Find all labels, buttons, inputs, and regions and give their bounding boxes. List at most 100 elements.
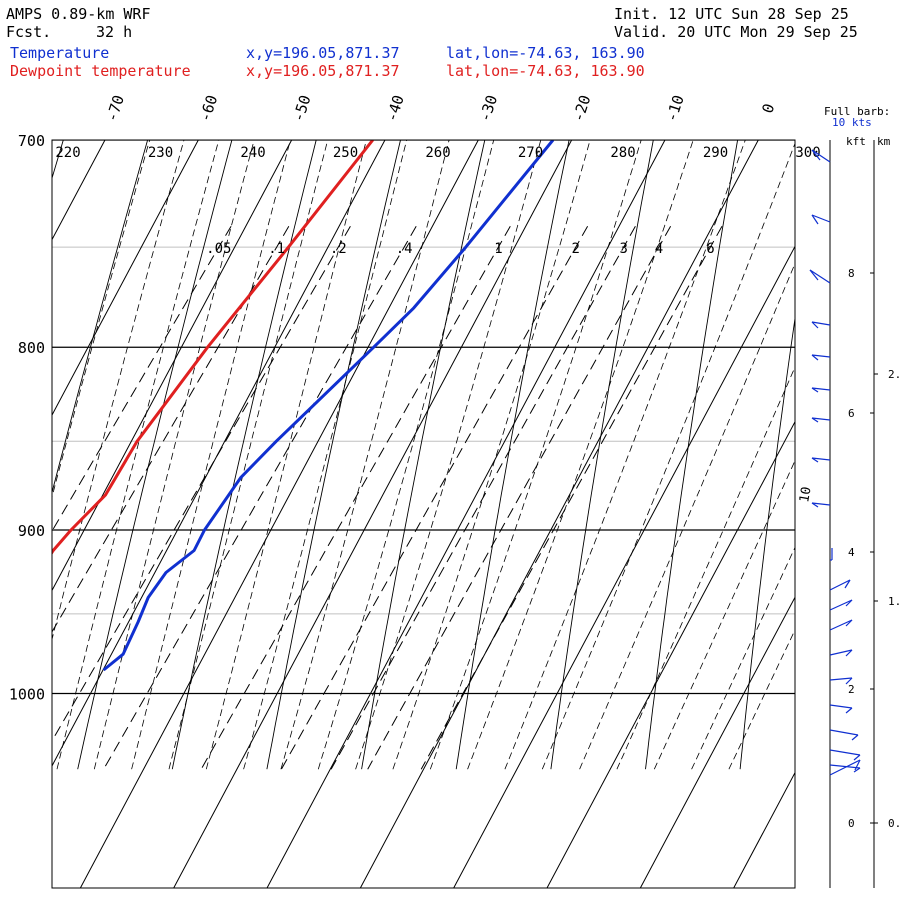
dry-adiabat-line [52, 140, 64, 180]
dry-adiabat-label: 250 [333, 145, 358, 161]
moist-adiabat-line [52, 140, 185, 641]
isotherm-line [639, 596, 795, 888]
wind-barb [811, 457, 831, 461]
isotherm-line [173, 140, 573, 888]
dry-adiabat-label: 280 [610, 145, 635, 161]
wind-barb-flag [811, 321, 819, 329]
full-barb-speed: 10 kts [832, 116, 872, 129]
kft-tick-label: 4 [848, 546, 855, 559]
wind-barb [829, 704, 853, 709]
moist-adiabat-line [317, 140, 495, 770]
moist-adiabat-line [205, 140, 367, 770]
dry-adiabat-label: 300 [795, 145, 820, 161]
kft-tick-label: 8 [848, 267, 855, 280]
wind-barb-flag [845, 619, 853, 627]
isotherm-label: -50 [289, 93, 314, 124]
km-tick-label: 2. [888, 368, 900, 381]
dry-adiabat-label: 220 [55, 145, 80, 161]
dry-adiabat-line [361, 140, 486, 770]
isotherm-line [266, 140, 666, 888]
dry-adiabat-line [645, 140, 739, 770]
isotherm-label: -60 [196, 93, 221, 124]
pressure-label: 900 [18, 522, 45, 540]
moist-adiabat-line [93, 140, 255, 770]
wind-barb [811, 387, 831, 391]
kft-tick-label: 0 [848, 817, 855, 830]
mixing-ratio-line [420, 225, 723, 770]
isotherm-label: -70 [102, 93, 127, 124]
moist-adiabat-line [280, 140, 450, 770]
moist-adiabat-line [355, 140, 542, 770]
mixing-ratio-line [52, 225, 351, 742]
wind-barb [829, 579, 851, 591]
wind-barb-flag [845, 677, 853, 685]
dry-adiabat-label: 290 [703, 145, 728, 161]
moist-adiabat-line [429, 140, 642, 770]
mixing-ratio-line [367, 225, 672, 770]
moist-adiabat-line [131, 140, 291, 770]
mixing-ratio-label: 1 [494, 241, 502, 257]
wind-barb-flag [854, 759, 861, 771]
wind-barb-flag [811, 502, 819, 508]
wind-barb-flag [811, 457, 819, 463]
wind-barb [811, 502, 831, 506]
wind-barb-flag [811, 417, 819, 423]
pressure-label: 800 [18, 339, 45, 357]
kft-tick-label: 2 [848, 683, 855, 696]
wind-barb [829, 759, 861, 776]
isotherm-line [453, 245, 795, 888]
dry-adiabat-label: 260 [425, 145, 450, 161]
isotherm-line [733, 771, 795, 888]
temperature-profile [102, 140, 555, 672]
isotherm-label: -30 [476, 93, 501, 124]
wind-barb [811, 321, 831, 326]
moist-adiabat-line [52, 140, 151, 499]
isotherm-line [0, 140, 12, 888]
km-tick-label: 0. [888, 817, 900, 830]
mixing-ratio-label: .4 [396, 241, 413, 257]
wind-barb [829, 599, 853, 611]
isotherm-label: -20 [569, 93, 594, 124]
mixing-ratio-line [103, 225, 417, 770]
wind-barb-flag [853, 754, 861, 761]
wind-barb-flag [845, 707, 853, 714]
moist-adiabat-line [653, 459, 795, 770]
pressure-label: 1000 [9, 685, 45, 703]
isotherm-label: 0 [758, 101, 778, 115]
moist-adiabat-line [616, 366, 795, 770]
forecast-hours: 32 h [96, 23, 133, 41]
dry-adiabat-line [171, 140, 317, 770]
dry-adiabat-line [739, 315, 795, 770]
dry-adiabat-label: 230 [148, 145, 173, 161]
mixing-ratio-label: 2 [572, 241, 580, 257]
model-title: AMPS 0.89-km WRF [6, 5, 151, 23]
km-label: km [877, 135, 891, 148]
mixing-ratio-line [280, 225, 589, 770]
mixing-ratio-label: .05 [206, 241, 231, 257]
wind-barb-flag [844, 579, 851, 589]
wind-barb-flag [811, 354, 819, 361]
isotherm-line [79, 140, 479, 888]
wind-barb [809, 269, 831, 284]
isotherm-line [546, 420, 795, 888]
wind-barb-flag [809, 269, 819, 281]
grid-lines [0, 140, 795, 888]
wind-barb [811, 214, 831, 223]
dewpoint-xy: x,y=196.05,871.37 [246, 62, 400, 80]
mixing-ratio-label: 3 [619, 241, 627, 257]
mixing-ratio-line [52, 225, 232, 533]
mixing-ratio-label: 6 [706, 241, 714, 257]
temperature-xy: x,y=196.05,871.37 [246, 44, 400, 62]
temperature-legend: Temperature [10, 44, 110, 62]
temperature-latlon: lat,lon=-74.63, 163.90 [446, 44, 645, 62]
mixing-ratio-line [200, 225, 511, 770]
dry-adiabat-line [550, 140, 654, 770]
dry-adiabat-label: 270 [518, 145, 543, 161]
mixing-ratio-line [330, 225, 636, 770]
moist-adiabat-line [541, 142, 795, 770]
isotherm-label: -10 [662, 93, 687, 124]
dewpoint-legend: Dewpoint temperature [10, 62, 191, 80]
moist-adiabat-line [467, 140, 694, 770]
